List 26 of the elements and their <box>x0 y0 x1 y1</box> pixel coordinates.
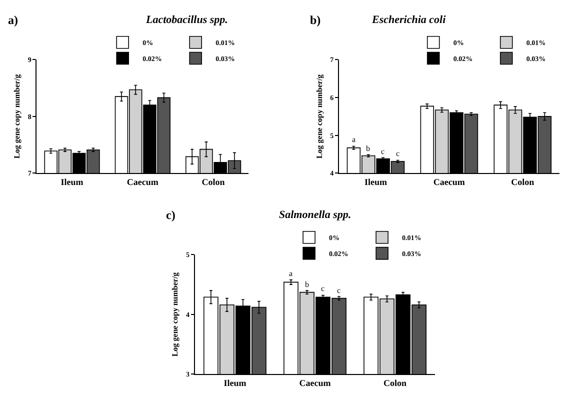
y-axis-title: Log gene copy number/g <box>12 74 22 159</box>
x-tick-label: Ileum <box>364 176 388 187</box>
data-label: c <box>396 149 400 158</box>
x-tick-label: Ileum <box>60 176 84 187</box>
x-tick-label: Colon <box>511 176 534 187</box>
chart-title: Escherichia coli <box>371 14 447 26</box>
x-tick-label: Colon <box>202 176 225 187</box>
y-axis-title: Log gene copy number/g <box>314 74 324 159</box>
y-axis-title: Log gene copy number/g <box>170 272 180 357</box>
x-tick-label: Ileum <box>224 378 247 388</box>
chart-title: Salmonella spp. <box>279 209 352 221</box>
text: a) <box>8 13 18 27</box>
x-tick-label: Caecum <box>299 378 332 388</box>
data-label: a <box>289 269 293 278</box>
data-label: b <box>366 144 370 153</box>
data-label: c <box>321 284 325 293</box>
chart-title: Lactobacillus spp. <box>145 14 228 26</box>
x-tick-label: Colon <box>384 378 407 388</box>
text: c) <box>166 208 176 222</box>
x-tick-label: Caecum <box>126 176 159 187</box>
data-label: c <box>381 147 385 156</box>
data-label: a <box>352 135 356 144</box>
data-label: c <box>337 286 341 295</box>
x-tick-label: Caecum <box>433 176 466 187</box>
data-label: b <box>305 280 309 289</box>
text: b) <box>310 13 321 27</box>
